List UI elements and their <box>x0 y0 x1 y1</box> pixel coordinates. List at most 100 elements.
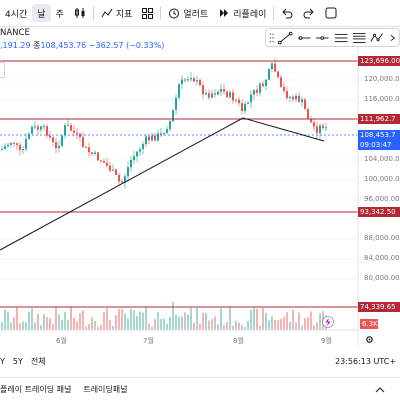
candle-body <box>97 152 99 161</box>
week-interval-button[interactable]: 주 <box>55 9 64 20</box>
volume-bar <box>43 314 45 330</box>
candle-body <box>163 133 165 135</box>
current-price-label: 108,453.7 <box>358 130 400 140</box>
fib-retracement-tool-icon[interactable] <box>352 31 366 45</box>
separator <box>92 6 94 20</box>
close-prefix: 종 <box>33 41 41 50</box>
candle-body <box>91 152 93 154</box>
candle-body <box>235 99 237 101</box>
tab-trading-panel[interactable]: 트레이딩패널 <box>83 385 128 394</box>
volume-bar <box>88 324 90 330</box>
candle-body <box>142 144 144 150</box>
close-value: 108,453.76 <box>40 41 87 50</box>
candle-body <box>277 71 279 78</box>
collapse-icon[interactable] <box>389 31 396 45</box>
candle-body <box>22 148 24 151</box>
redo-button[interactable] <box>298 0 320 26</box>
ohlc-legend: ,191.29 종108,453.76 −362.57 (−0.33%) <box>0 40 164 51</box>
candle-body <box>301 99 303 102</box>
candle-body <box>184 79 186 81</box>
candle-body <box>28 133 30 139</box>
candle-body <box>43 126 45 128</box>
settings-gear-icon[interactable] <box>365 335 374 344</box>
volume-bar <box>121 309 123 330</box>
volume-bar <box>64 312 66 330</box>
candle-body <box>4 146 6 150</box>
candle-body <box>205 93 207 95</box>
volume-bar <box>292 309 294 330</box>
indicators-icon <box>101 8 113 18</box>
candle-style-button[interactable] <box>69 0 91 26</box>
volume-bar <box>91 317 93 330</box>
candle-body <box>313 122 315 127</box>
volume-bar <box>313 325 315 330</box>
chevron-up-icon[interactable] <box>375 386 385 394</box>
candle-body <box>94 152 96 154</box>
volume-bar <box>136 315 138 330</box>
alarm-clock-icon <box>169 8 180 19</box>
pattern-tool-icon[interactable] <box>370 31 384 45</box>
horizontal-line-tool-icon[interactable] <box>315 31 329 45</box>
candle-body <box>187 79 189 81</box>
volume-bar <box>286 312 288 330</box>
alert-button[interactable]: 얼러트 <box>163 0 213 26</box>
candle-body <box>100 160 102 162</box>
volume-bar <box>160 319 162 330</box>
candle-body <box>130 159 132 168</box>
candle-body <box>115 169 117 175</box>
grid-layout-icon <box>142 7 154 19</box>
range-5y[interactable]: 5Y <box>12 356 23 366</box>
fullscreen-button[interactable] <box>320 0 342 26</box>
separator <box>160 6 162 20</box>
range-all[interactable]: 전체 <box>30 356 46 366</box>
candle-body <box>223 89 225 92</box>
indicators-button[interactable]: 지표 <box>96 0 138 26</box>
candle-body <box>211 93 213 98</box>
drag-handle-icon[interactable] <box>269 32 274 44</box>
trendline-down[interactable] <box>242 117 325 142</box>
volume-bar <box>34 322 36 330</box>
lightning-icon[interactable] <box>322 316 334 328</box>
price-tick: 104,000.00 <box>364 155 400 163</box>
volume-bar <box>79 313 81 330</box>
support-label: 93,342.50 <box>358 207 400 217</box>
undo-button[interactable] <box>276 0 298 26</box>
volume-bar <box>85 326 87 330</box>
volume-bar <box>112 325 114 330</box>
volume-bar <box>103 311 105 330</box>
replay-icon <box>220 9 229 17</box>
candle-body <box>202 85 204 95</box>
volume-bar <box>187 314 189 330</box>
trend-line-tool-icon[interactable] <box>278 31 293 45</box>
layout-button[interactable] <box>137 0 158 26</box>
horizontal-ray-tool-icon[interactable] <box>297 31 311 45</box>
parallel-channel-tool-icon[interactable] <box>334 31 348 45</box>
interval-button[interactable]: 4시간 <box>5 9 28 20</box>
volume-line-label: 74,339.65 <box>358 302 400 312</box>
trendline-up[interactable] <box>0 117 244 251</box>
candle-body <box>139 149 141 152</box>
volume-bar <box>193 322 195 330</box>
volume-bar <box>271 316 273 330</box>
chart-type-button[interactable]: 날 <box>32 4 51 22</box>
range-1y[interactable]: Y <box>0 356 5 366</box>
change-value: −362.57 (−0.33%) <box>88 41 165 50</box>
volume-bar <box>208 320 210 330</box>
volume-bar <box>316 322 318 330</box>
candle-body <box>196 80 198 82</box>
volume-bar <box>19 323 21 330</box>
candle-body <box>268 69 270 80</box>
volume-bar <box>52 324 54 330</box>
candle-body <box>145 136 147 145</box>
volume-bar <box>13 317 15 330</box>
volume-bar <box>223 325 225 330</box>
replay-button[interactable]: 리플레이 <box>213 0 271 26</box>
volume-bar <box>301 325 303 330</box>
candle-body <box>208 93 210 98</box>
tab-replay-trading-panel[interactable]: 플레이 트레이딩 패널 <box>0 385 72 394</box>
candle-body <box>10 142 12 145</box>
legend-collapse-box[interactable] <box>0 62 5 78</box>
candle-body <box>112 169 114 171</box>
candle-body <box>271 63 273 70</box>
